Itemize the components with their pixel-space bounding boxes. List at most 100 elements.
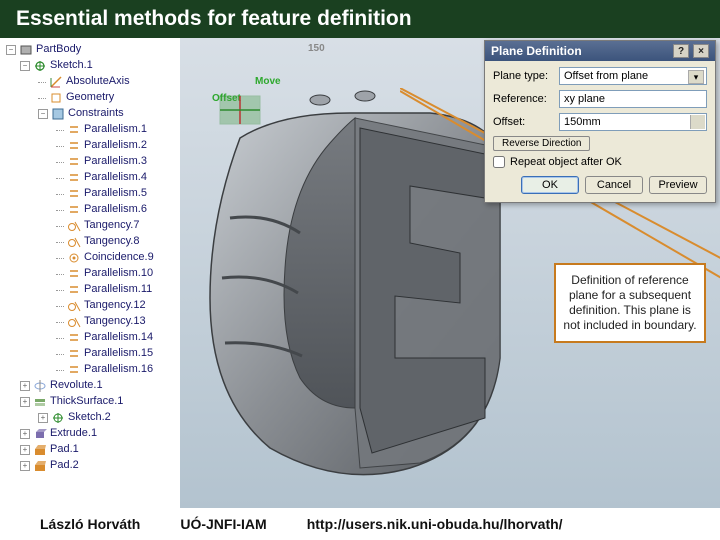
expander-icon[interactable]: − (20, 61, 30, 71)
tree-label: Extrude.1 (50, 428, 97, 440)
rev-icon (33, 379, 47, 393)
tree-constraint-item[interactable]: Parallelism.15 (6, 346, 180, 362)
para-icon (67, 139, 81, 153)
tree-geometry[interactable]: Geometry (6, 90, 180, 106)
tree-label: Tangency.13 (84, 316, 146, 328)
coin-icon (67, 251, 81, 265)
tan-icon (67, 315, 81, 329)
tree-label: PartBody (36, 44, 81, 56)
para-icon (67, 123, 81, 137)
repeat-checkbox[interactable] (493, 156, 505, 168)
tree-sketch[interactable]: − Sketch.1 (6, 58, 180, 74)
plane-definition-dialog[interactable]: Plane Definition ? × Plane type: Offset … (484, 40, 716, 203)
dialog-body: Plane type: Offset from plane Reference:… (485, 61, 715, 202)
tree-label: Parallelism.3 (84, 156, 147, 168)
para-icon (67, 363, 81, 377)
para-icon (67, 187, 81, 201)
para-icon (67, 347, 81, 361)
pad-icon (33, 443, 47, 457)
thick-icon (33, 395, 47, 409)
expander-icon[interactable]: + (20, 429, 30, 439)
axis-icon (49, 75, 63, 89)
tree-label: Geometry (66, 92, 114, 104)
tree-constraint-item[interactable]: Parallelism.14 (6, 330, 180, 346)
tree-label: Parallelism.16 (84, 364, 153, 376)
tree-feature-item[interactable]: + ThickSurface.1 (6, 394, 180, 410)
para-icon (67, 331, 81, 345)
tree-feature-item[interactable]: + Pad.2 (6, 458, 180, 474)
ok-button[interactable]: OK (521, 176, 579, 194)
hud-dim-value: 150 (308, 43, 325, 54)
expander-icon[interactable]: + (20, 445, 30, 455)
tree-constraint-item[interactable]: Parallelism.4 (6, 170, 180, 186)
tree-constraint-item[interactable]: Tangency.7 (6, 218, 180, 234)
expander-icon[interactable]: + (20, 381, 30, 391)
tan-icon (67, 219, 81, 233)
offset-value: 150mm (564, 116, 601, 128)
tree-label: Pad.1 (50, 444, 79, 456)
expander-icon[interactable]: + (20, 461, 30, 471)
tree-label: Parallelism.11 (84, 284, 152, 296)
tree-label: ThickSurface.1 (50, 396, 123, 408)
tree-partbody[interactable]: − PartBody (6, 42, 180, 58)
dialog-title: Plane Definition (491, 44, 582, 58)
tree-label: Tangency.8 (84, 236, 139, 248)
cancel-button[interactable]: Cancel (585, 176, 643, 194)
expander-icon[interactable]: + (38, 413, 48, 423)
para-icon (67, 267, 81, 281)
dialog-titlebar[interactable]: Plane Definition ? × (485, 41, 715, 61)
reference-label: Reference: (493, 93, 553, 105)
tree-feature-item[interactable]: + Pad.1 (6, 442, 180, 458)
tree-label: Revolute.1 (50, 380, 103, 392)
tree-label: Pad.2 (50, 460, 79, 472)
3d-viewport[interactable]: 150 Move Offset Reference (180, 38, 720, 508)
content-area: − PartBody − Sketch.1 AbsoluteAxis (0, 38, 720, 508)
plane-type-combo[interactable]: Offset from plane (559, 67, 707, 85)
tree-feature-item[interactable]: + Revolute.1 (6, 378, 180, 394)
offset-field[interactable]: 150mm (559, 113, 707, 131)
tree-constraints[interactable]: − Constraints (6, 106, 180, 122)
solid-render (200, 58, 510, 488)
tree-constraint-item[interactable]: Parallelism.6 (6, 202, 180, 218)
plane-type-label: Plane type: (493, 70, 553, 82)
tree-label: Parallelism.6 (84, 204, 147, 216)
tree-constraint-item[interactable]: Parallelism.2 (6, 138, 180, 154)
tree-constraint-item[interactable]: Tangency.8 (6, 234, 180, 250)
tree-constraint-item[interactable]: Parallelism.10 (6, 266, 180, 282)
expander-icon[interactable]: + (20, 397, 30, 407)
reverse-direction-button[interactable]: Reverse Direction (493, 136, 590, 151)
tree-constraint-item[interactable]: Parallelism.5 (6, 186, 180, 202)
tree-constraint-item[interactable]: Tangency.12 (6, 298, 180, 314)
tree-label: Parallelism.14 (84, 332, 153, 344)
expander-icon[interactable]: − (6, 45, 16, 55)
tree-absaxis[interactable]: AbsoluteAxis (6, 74, 180, 90)
tan-icon (67, 235, 81, 249)
tree-constraint-item[interactable]: Parallelism.1 (6, 122, 180, 138)
close-icon[interactable]: × (693, 44, 709, 58)
sketch-icon (51, 411, 65, 425)
help-icon[interactable]: ? (673, 44, 689, 58)
tree-feature-item[interactable]: + Extrude.1 (6, 426, 180, 442)
tree-constraint-item[interactable]: Coincidence.9 (6, 250, 180, 266)
footer-author: László Horváth (40, 516, 140, 532)
tree-label: Constraints (68, 108, 124, 120)
reference-field[interactable]: xy plane (559, 90, 707, 108)
tree-constraint-item[interactable]: Parallelism.11 (6, 282, 180, 298)
reference-value: xy plane (564, 93, 605, 105)
tree-label: Tangency.12 (84, 300, 146, 312)
tree-label: Parallelism.2 (84, 140, 147, 152)
tree-constraint-item[interactable]: Parallelism.16 (6, 362, 180, 378)
tree-label: Tangency.7 (84, 220, 139, 232)
constraints-icon (51, 107, 65, 121)
repeat-checkbox-row[interactable]: Repeat object after OK (493, 156, 707, 168)
tree-constraint-item[interactable]: Tangency.13 (6, 314, 180, 330)
callout-text: Definition of reference plane for a subs… (563, 273, 696, 332)
callout-box: Definition of reference plane for a subs… (554, 263, 706, 343)
tree-label: Parallelism.5 (84, 188, 147, 200)
tree-feature-item[interactable]: +Sketch.2 (6, 410, 180, 426)
expander-icon[interactable]: − (38, 109, 48, 119)
preview-button[interactable]: Preview (649, 176, 707, 194)
tree-constraint-item[interactable]: Parallelism.3 (6, 154, 180, 170)
para-icon (67, 283, 81, 297)
spec-tree[interactable]: − PartBody − Sketch.1 AbsoluteAxis (0, 38, 180, 508)
